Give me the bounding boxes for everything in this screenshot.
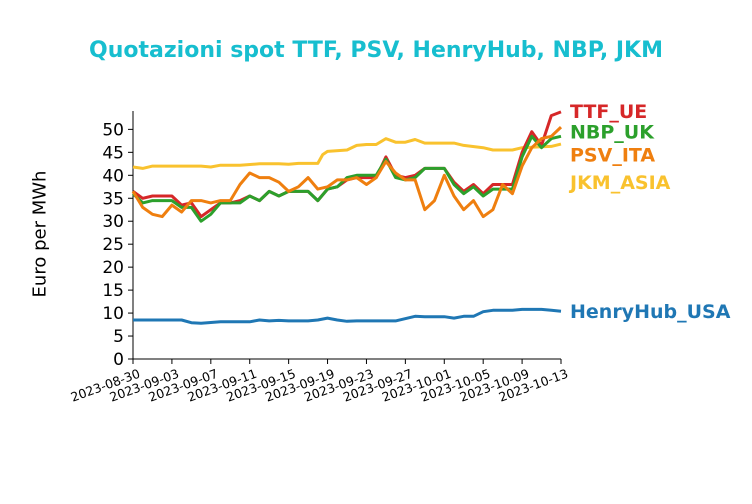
- y-tick-label: 40: [102, 166, 124, 186]
- y-tick-label: 25: [102, 235, 124, 255]
- y-tick-label: 15: [102, 281, 124, 301]
- legend-label-ttf-ue: TTF_UE: [570, 101, 647, 123]
- axes: 051015202530354045502023-08-302023-09-03…: [69, 111, 570, 405]
- y-tick-label: 10: [102, 304, 124, 324]
- y-tick-label: 50: [102, 120, 124, 140]
- y-tick-label: 45: [102, 143, 124, 163]
- y-tick-label: 5: [113, 327, 124, 347]
- y-tick-label: 30: [102, 212, 124, 232]
- series-line-jkm-asia: [132, 137, 562, 170]
- y-tick-label: 20: [102, 258, 124, 278]
- chart-title: Quotazioni spot TTF, PSV, HenryHub, NBP,…: [89, 38, 663, 63]
- series-line-henryhub-usa: [133, 307, 562, 325]
- legend-label-psv-ita: PSV_ITA: [570, 145, 655, 167]
- series-lines: [131, 110, 563, 325]
- series-line-nbp-uk: [131, 134, 562, 223]
- legend-label-henryhub-usa: HenryHub_USA: [570, 301, 731, 323]
- y-tick-label: 35: [102, 189, 124, 209]
- y-tick-label: 0: [113, 350, 124, 370]
- series-line-psv-ita: [131, 126, 563, 219]
- legend-label-nbp-uk: NBP_UK: [570, 122, 655, 144]
- legend-label-jkm-asia: JKM_ASIA: [568, 172, 671, 194]
